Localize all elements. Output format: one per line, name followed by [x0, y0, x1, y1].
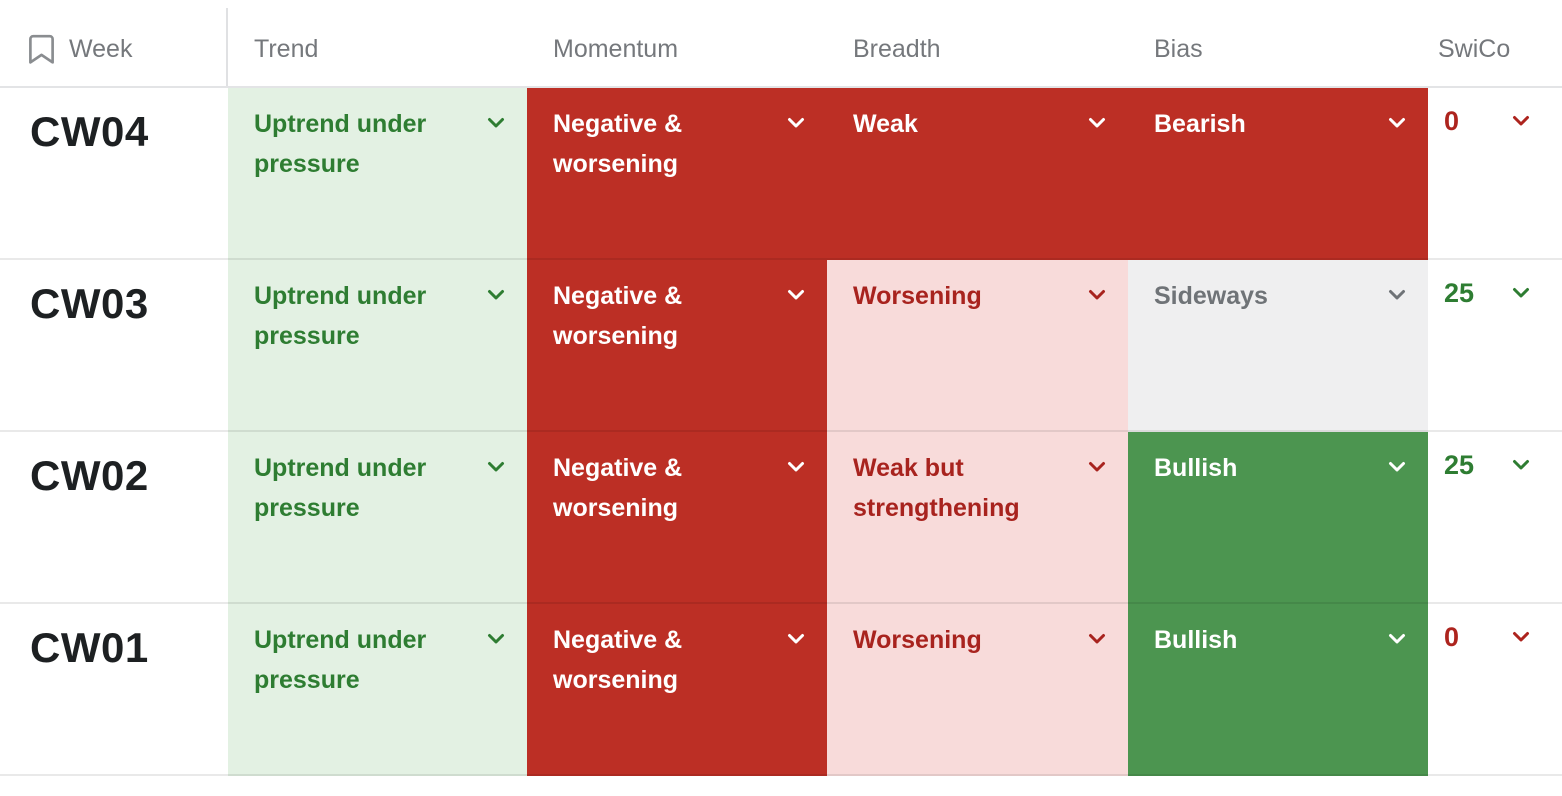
- trend-select-cell[interactable]: Uptrend under pressure: [228, 432, 527, 604]
- momentum-select-cell[interactable]: Negative & worsening: [527, 432, 827, 604]
- chevron-down-icon: [788, 634, 804, 644]
- chevron-down-icon: [488, 118, 504, 128]
- breadth-select-cell[interactable]: Worsening: [827, 260, 1128, 432]
- chevron-down-icon: [1513, 632, 1529, 642]
- bias-select-cell[interactable]: Bullish: [1128, 432, 1428, 604]
- swico-select-cell[interactable]: 0: [1428, 88, 1562, 260]
- database-table: Week Trend Momentum Breadth Bias SwiCo C…: [0, 0, 1562, 776]
- table-row: CW04 Uptrend under pressure Negative & w…: [0, 88, 1562, 260]
- breadth-select-cell[interactable]: Weak: [827, 88, 1128, 260]
- chevron-down-icon: [1389, 290, 1405, 300]
- column-header-week[interactable]: Week: [0, 0, 228, 86]
- column-header-swico[interactable]: SwiCo: [1438, 34, 1511, 63]
- table-row: CW01 Uptrend under pressure Negative & w…: [0, 604, 1562, 776]
- chevron-down-icon: [788, 290, 804, 300]
- chevron-down-icon: [1389, 118, 1405, 128]
- week-cell[interactable]: CW01: [0, 604, 228, 776]
- chevron-down-icon: [1513, 116, 1529, 126]
- momentum-select-cell[interactable]: Negative & worsening: [527, 88, 827, 260]
- bookmark-icon: [29, 34, 54, 64]
- swico-select-cell[interactable]: 25: [1428, 432, 1562, 604]
- column-header-momentum[interactable]: Momentum: [553, 34, 679, 63]
- trend-select-cell[interactable]: Uptrend under pressure: [228, 604, 527, 776]
- table-row: CW03 Uptrend under pressure Negative & w…: [0, 260, 1562, 432]
- column-header-bias[interactable]: Bias: [1154, 34, 1203, 63]
- table-row: CW02 Uptrend under pressure Negative & w…: [0, 432, 1562, 604]
- chevron-down-icon: [1389, 462, 1405, 472]
- bias-select-cell[interactable]: Sideways: [1128, 260, 1428, 432]
- chevron-down-icon: [1389, 634, 1405, 644]
- chevron-down-icon: [788, 118, 804, 128]
- bias-select-cell[interactable]: Bearish: [1128, 88, 1428, 260]
- chevron-down-icon: [1089, 634, 1105, 644]
- week-cell[interactable]: CW04: [0, 88, 228, 260]
- trend-select-cell[interactable]: Uptrend under pressure: [228, 260, 527, 432]
- chevron-down-icon: [1089, 118, 1105, 128]
- chevron-down-icon: [1089, 290, 1105, 300]
- chevron-down-icon: [488, 634, 504, 644]
- chevron-down-icon: [488, 462, 504, 472]
- chevron-down-icon: [788, 462, 804, 472]
- chevron-down-icon: [1513, 288, 1529, 298]
- swico-select-cell[interactable]: 0: [1428, 604, 1562, 776]
- column-header-trend[interactable]: Trend: [254, 34, 319, 63]
- momentum-select-cell[interactable]: Negative & worsening: [527, 260, 827, 432]
- table-header-row: Week Trend Momentum Breadth Bias SwiCo: [0, 0, 1562, 88]
- column-header-breadth[interactable]: Breadth: [853, 34, 941, 63]
- breadth-select-cell[interactable]: Worsening: [827, 604, 1128, 776]
- chevron-down-icon: [488, 290, 504, 300]
- breadth-select-cell[interactable]: Weak but strengthening: [827, 432, 1128, 604]
- trend-select-cell[interactable]: Uptrend under pressure: [228, 88, 527, 260]
- momentum-select-cell[interactable]: Negative & worsening: [527, 604, 827, 776]
- bias-select-cell[interactable]: Bullish: [1128, 604, 1428, 776]
- chevron-down-icon: [1513, 460, 1529, 470]
- column-header-label: Week: [69, 34, 133, 63]
- chevron-down-icon: [1089, 462, 1105, 472]
- week-cell[interactable]: CW03: [0, 260, 228, 432]
- week-cell[interactable]: CW02: [0, 432, 228, 604]
- swico-select-cell[interactable]: 25: [1428, 260, 1562, 432]
